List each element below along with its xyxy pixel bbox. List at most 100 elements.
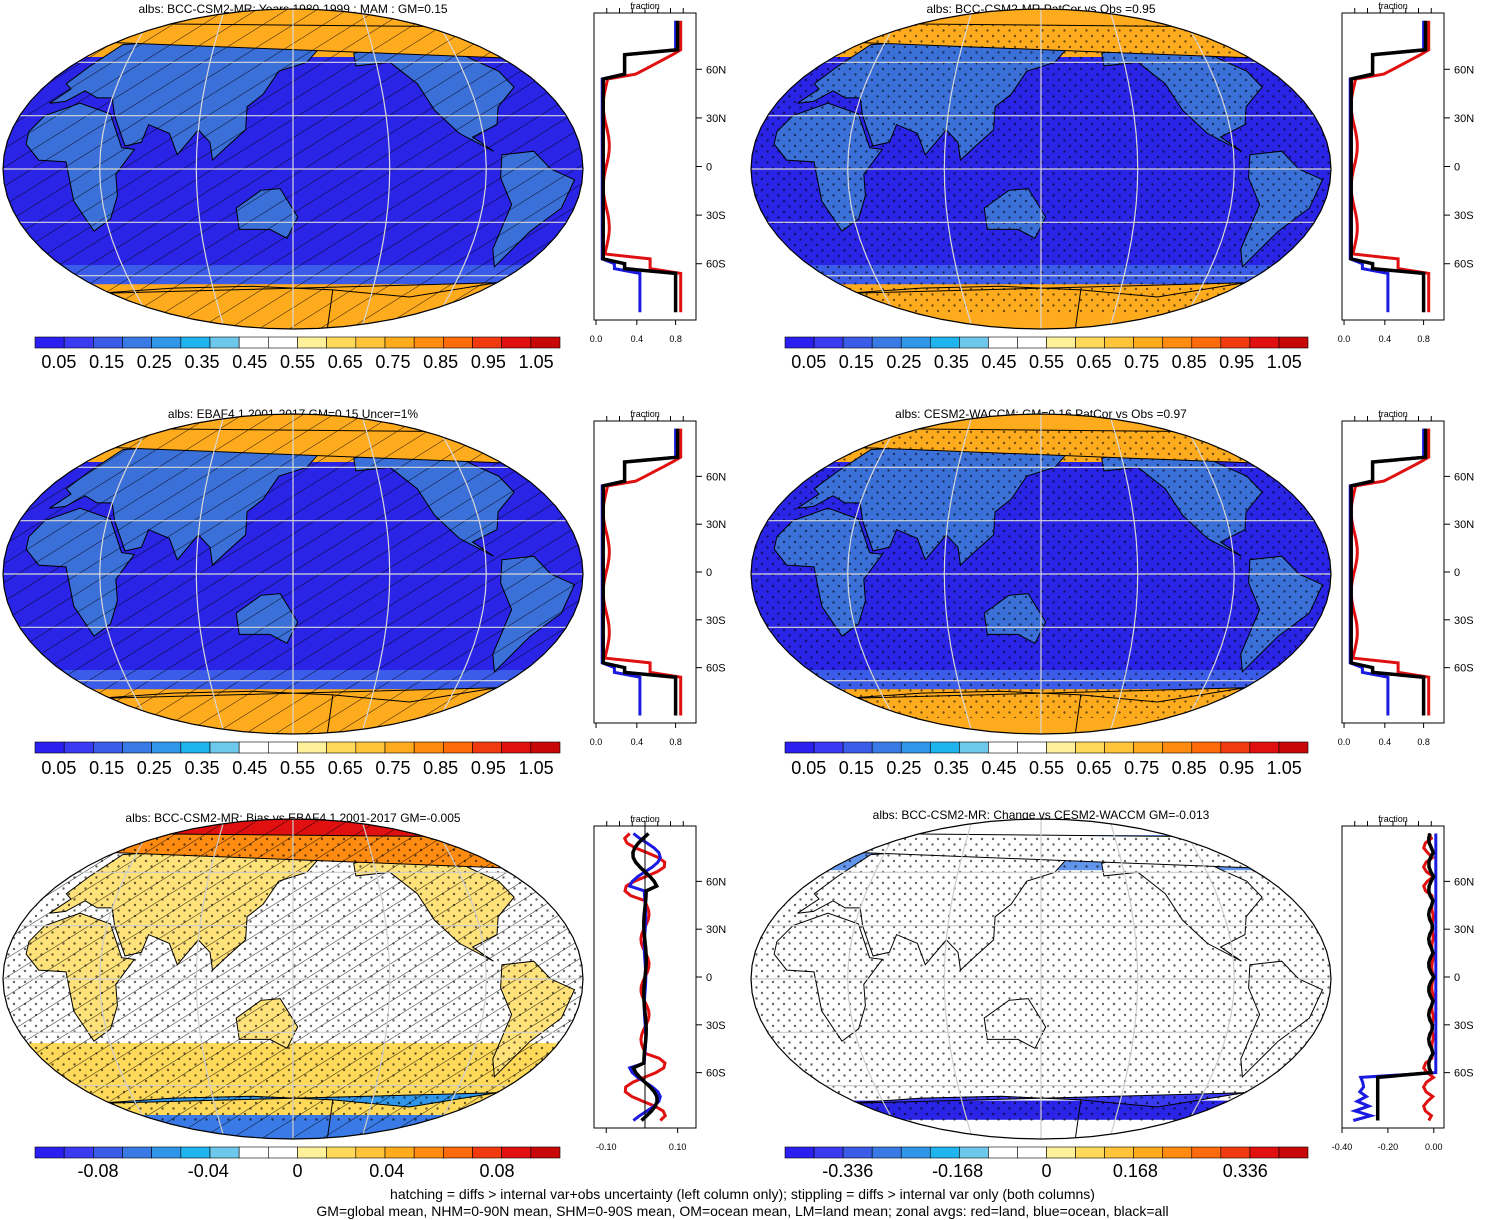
colorbar-swatch [151, 1146, 182, 1159]
colorbar-swatch [472, 741, 502, 754]
colorbar-swatch [268, 1146, 298, 1159]
colorbar-swatch [413, 336, 444, 349]
zonal-x-label: 0.0 [1338, 737, 1351, 747]
colorbar-swatch [1017, 741, 1047, 754]
colorbar-label: 0.55 [1029, 758, 1064, 778]
colorbar-swatch [784, 741, 815, 754]
colorbar-swatch [209, 1146, 240, 1159]
colorbar-label: 0.65 [328, 352, 363, 372]
colorbar-swatch [384, 741, 415, 754]
zonal-lat-label: 0 [706, 162, 712, 174]
colorbar-swatch [180, 741, 211, 754]
colorbar-swatch [988, 1146, 1018, 1159]
colorbar-label: 0.95 [1219, 758, 1254, 778]
colorbar-label: 0.05 [41, 758, 76, 778]
zonal-all-curve [1349, 428, 1428, 716]
colorbar-swatch [929, 1146, 960, 1159]
colorbar-label: -0.08 [77, 1161, 118, 1181]
colorbar-label: 0.15 [89, 758, 124, 778]
meridian [847, 9, 905, 329]
colorbar-swatch [1017, 336, 1047, 349]
panel-p6: albs: BCC-CSM2-MR: Change vs CESM2-WACCM… [750, 808, 1474, 1181]
colorbar-swatch [842, 741, 873, 754]
colorbar-swatch [384, 336, 415, 349]
meridian [99, 9, 157, 329]
colorbar-swatch [297, 741, 327, 754]
colorbar-swatch [959, 741, 989, 754]
zonal-x-label: 0.4 [631, 334, 644, 344]
colorbar-swatch [122, 741, 152, 754]
colorbar-swatch [842, 336, 873, 349]
colorbar-swatch [813, 336, 844, 349]
meridian [99, 819, 157, 1139]
zonal-lat-label: 60S [1454, 1068, 1474, 1080]
zonal-x-label: 0.0 [590, 334, 603, 344]
zonal-lat-label: 30N [706, 113, 726, 125]
colorbar-swatch [93, 741, 123, 754]
colorbar-swatch [326, 1146, 357, 1159]
zonal-lat-label: 60S [1454, 259, 1474, 271]
zonal-x-label: 0.8 [1417, 334, 1430, 344]
colorbar-swatch [1046, 1146, 1076, 1159]
colorbar-swatch [1162, 741, 1193, 754]
zonal-lat-label: 60N [1454, 64, 1474, 76]
colorbar-label: 0.15 [839, 352, 874, 372]
colorbar-label: 0.25 [137, 352, 172, 372]
colorbar-swatch [472, 1146, 502, 1159]
meridian [99, 414, 157, 734]
colorbar-swatch [268, 336, 298, 349]
zonal-all-curve [1349, 20, 1428, 313]
colorbar-label: 0.15 [89, 352, 124, 372]
colorbar-swatch [1046, 741, 1076, 754]
colorbar-swatch [900, 336, 931, 349]
colorbar-swatch [501, 336, 532, 349]
colorbar-swatch [443, 741, 473, 754]
colorbar-label: 0.75 [1124, 352, 1159, 372]
colorbar-swatch [1046, 336, 1076, 349]
zonal-lat-label: 60S [706, 259, 726, 271]
colorbar-swatch [93, 336, 123, 349]
colorbar-swatch [1191, 1146, 1222, 1159]
colorbar-swatch [784, 336, 815, 349]
colorbar-swatch [1278, 1146, 1309, 1159]
colorbar-label: 0.65 [328, 758, 363, 778]
colorbar-swatch [1133, 336, 1164, 349]
meridian [195, 9, 226, 329]
colorbar-swatch [1075, 741, 1105, 754]
zonal-x-label: -0.20 [1378, 1142, 1399, 1152]
colorbar-label: 1.05 [1267, 758, 1302, 778]
meridian [360, 414, 391, 734]
meridian [943, 819, 974, 1139]
colorbar-swatch [1249, 741, 1280, 754]
colorbar-swatch [297, 1146, 327, 1159]
map-border [2, 8, 584, 330]
colorbar-label: 0.75 [1124, 758, 1159, 778]
meridian [1177, 9, 1235, 329]
map-border [2, 818, 584, 1140]
meridian [1177, 819, 1235, 1139]
colorbar-swatch [151, 741, 182, 754]
colorbar-label: 0.95 [1219, 352, 1254, 372]
zonal-x-label: 0.4 [631, 737, 644, 747]
map-border [2, 413, 584, 735]
colorbar-label: 0.35 [185, 352, 220, 372]
meridian [429, 819, 487, 1139]
colorbar-swatch [900, 1146, 931, 1159]
zonal-lat-label: 0 [1454, 972, 1460, 984]
colorbar-swatch [1104, 741, 1134, 754]
zonal-xlabel: fraction [630, 409, 660, 419]
zonal-lat-label: 60N [706, 471, 726, 483]
colorbar-swatch [1191, 741, 1222, 754]
footer-line-1: hatching = diffs > internal var+obs unce… [390, 1186, 1095, 1202]
colorbar-swatch [34, 1146, 65, 1159]
colorbar-swatch [929, 336, 960, 349]
colorbar-swatch [1162, 336, 1193, 349]
zonal-xlabel: fraction [630, 1, 660, 11]
meridian [943, 9, 974, 329]
colorbar-swatch [355, 1146, 386, 1159]
panel-title: albs: BCC-CSM2-MR: Bias vs EBAF4.1 2001-… [125, 811, 460, 825]
colorbar-label: -0.336 [822, 1161, 873, 1181]
zonal-xlabel: fraction [630, 814, 660, 824]
colorbar-swatch [297, 336, 327, 349]
colorbar-label: 0.55 [280, 758, 315, 778]
